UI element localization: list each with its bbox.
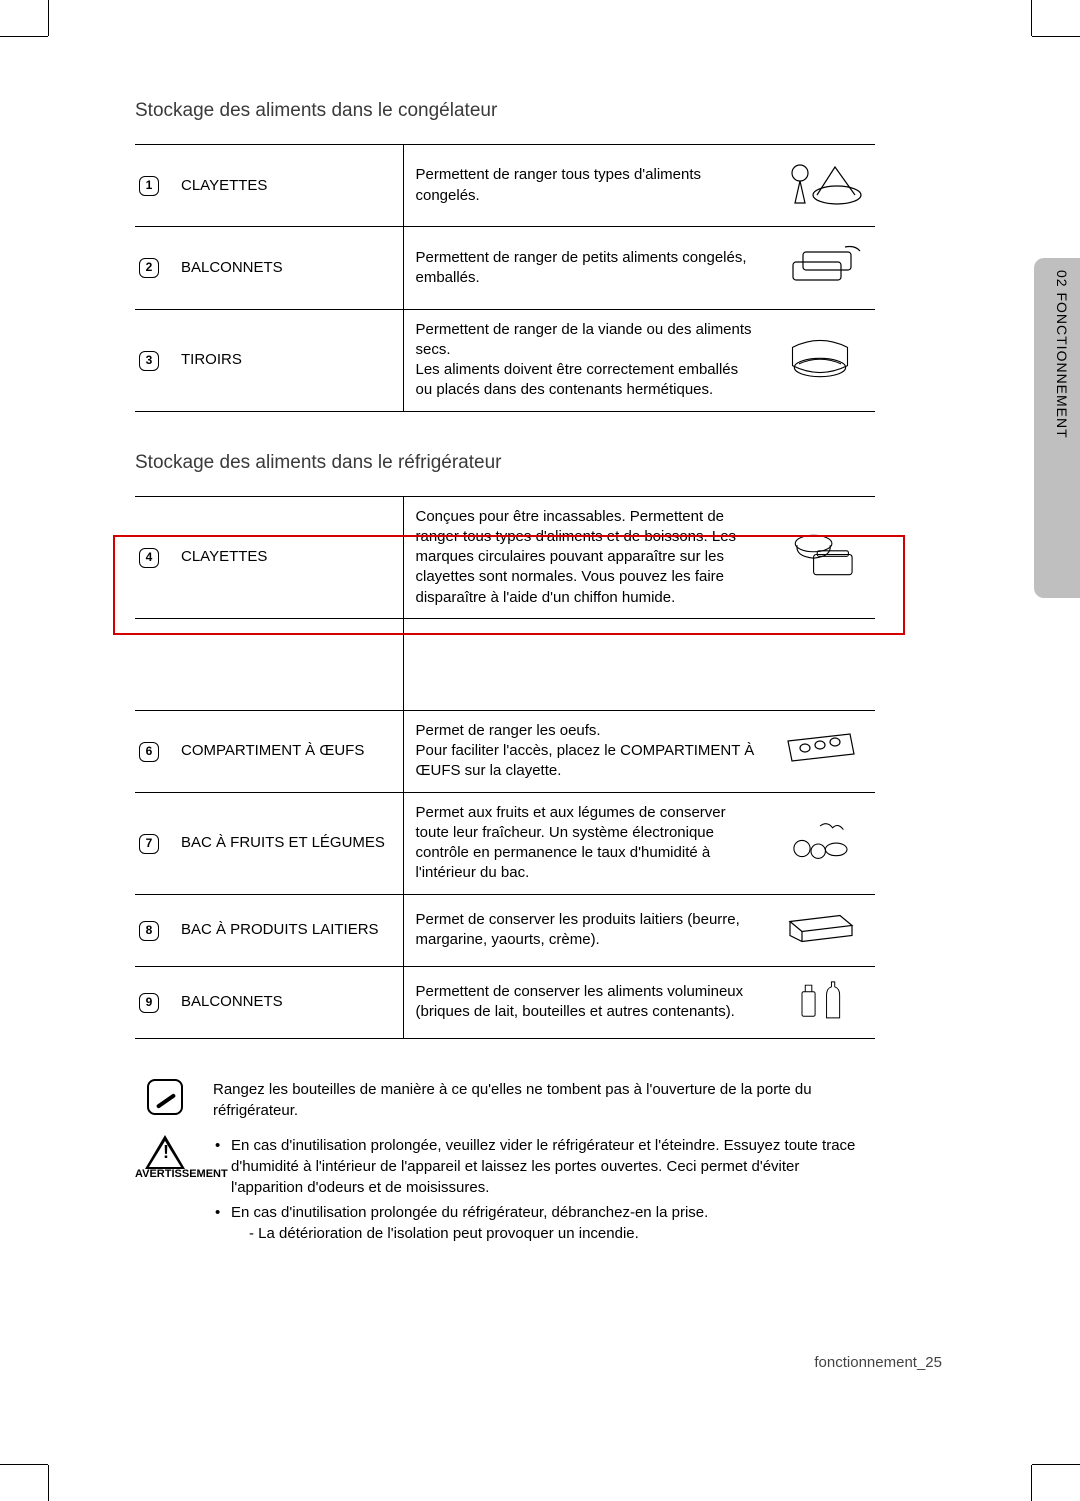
table-row (135, 618, 875, 710)
page-footer: fonctionnement_25 (814, 1354, 942, 1371)
table-row: 1 CLAYETTES Permettent de ranger tous ty… (135, 145, 875, 227)
row-label: CLAYETTES (173, 145, 403, 227)
warning-item: En cas d'inutilisation prolongée, veuill… (213, 1135, 875, 1198)
table-row: 3 TIROIRS Permettent de ranger de la via… (135, 309, 875, 411)
section1-title: Stockage des aliments dans le congélateu… (135, 100, 875, 122)
fridge-table: 4 CLAYETTES Conçues pour être incassable… (135, 496, 875, 1040)
row-number: 8 (139, 921, 159, 941)
row-desc: Permettent de ranger tous types d'alimen… (403, 145, 765, 227)
dairy-box-icon (765, 894, 875, 966)
table-row: 2 BALCONNETS Permettent de ranger de pet… (135, 227, 875, 309)
row-desc: Permet de conserver les produits laitier… (403, 894, 765, 966)
egg-tray-icon (765, 710, 875, 792)
row-number: 6 (139, 742, 159, 762)
section2-title: Stockage des aliments dans le réfrigérat… (135, 452, 875, 474)
row-number: 3 (139, 351, 159, 371)
row-desc: Permet aux fruits et aux légumes de cons… (403, 792, 765, 894)
side-tab-label: 02 FONCTIONNEMENT (1054, 270, 1070, 439)
table-row: 4 CLAYETTES Conçues pour être incassable… (135, 496, 875, 618)
row-desc: Conçues pour être incassables. Permetten… (403, 496, 765, 618)
row-label: CLAYETTES (173, 496, 403, 618)
vegetables-icon (765, 792, 875, 894)
row-label: BALCONNETS (173, 227, 403, 309)
row-number: 9 (139, 993, 159, 1013)
page-content: Stockage des aliments dans le congélateu… (135, 100, 875, 1262)
bottles-icon (765, 966, 875, 1038)
warning-subitem: - La détérioration de l'isolation peut p… (231, 1223, 875, 1244)
table-row: 9 BALCONNETS Permettent de conserver les… (135, 966, 875, 1038)
freezer-table: 1 CLAYETTES Permettent de ranger tous ty… (135, 144, 875, 412)
row-number: 2 (139, 258, 159, 278)
food-container-icon (765, 496, 875, 618)
row-label: BAC À FRUITS ET LÉGUMES (173, 792, 403, 894)
row-label: BALCONNETS (173, 966, 403, 1038)
row-number: 4 (139, 548, 159, 568)
table-row: 8 BAC À PRODUITS LAITIERS Permet de cons… (135, 894, 875, 966)
packages-icon (765, 227, 875, 309)
row-desc: Permet de ranger les oeufs. Pour facilit… (403, 710, 765, 792)
row-label: BAC À PRODUITS LAITIERS (173, 894, 403, 966)
row-desc: Permettent de conserver les aliments vol… (403, 966, 765, 1038)
row-number: 7 (139, 834, 159, 854)
tip-note: Rangez les bouteilles de manière à ce qu… (135, 1079, 875, 1121)
note-icon (147, 1079, 183, 1115)
table-row: 7 BAC À FRUITS ET LÉGUMES Permet aux fru… (135, 792, 875, 894)
meat-icon (765, 309, 875, 411)
ice-cream-icon (765, 145, 875, 227)
table-row: 6 COMPARTIMENT À ŒUFS Permet de ranger l… (135, 710, 875, 792)
tip-text: Rangez les bouteilles de manière à ce qu… (213, 1079, 875, 1121)
warning-item: En cas d'inutilisation prolongée du réfr… (213, 1202, 875, 1244)
row-label: TIROIRS (173, 309, 403, 411)
row-label: COMPARTIMENT À ŒUFS (173, 710, 403, 792)
warning-note: ! AVERTISSEMENT En cas d'inutilisation p… (135, 1135, 875, 1248)
row-number: 1 (139, 176, 159, 196)
row-desc: Permettent de ranger de petits aliments … (403, 227, 765, 309)
warning-label: AVERTISSEMENT (135, 1167, 195, 1182)
row-desc: Permettent de ranger de la viande ou des… (403, 309, 765, 411)
